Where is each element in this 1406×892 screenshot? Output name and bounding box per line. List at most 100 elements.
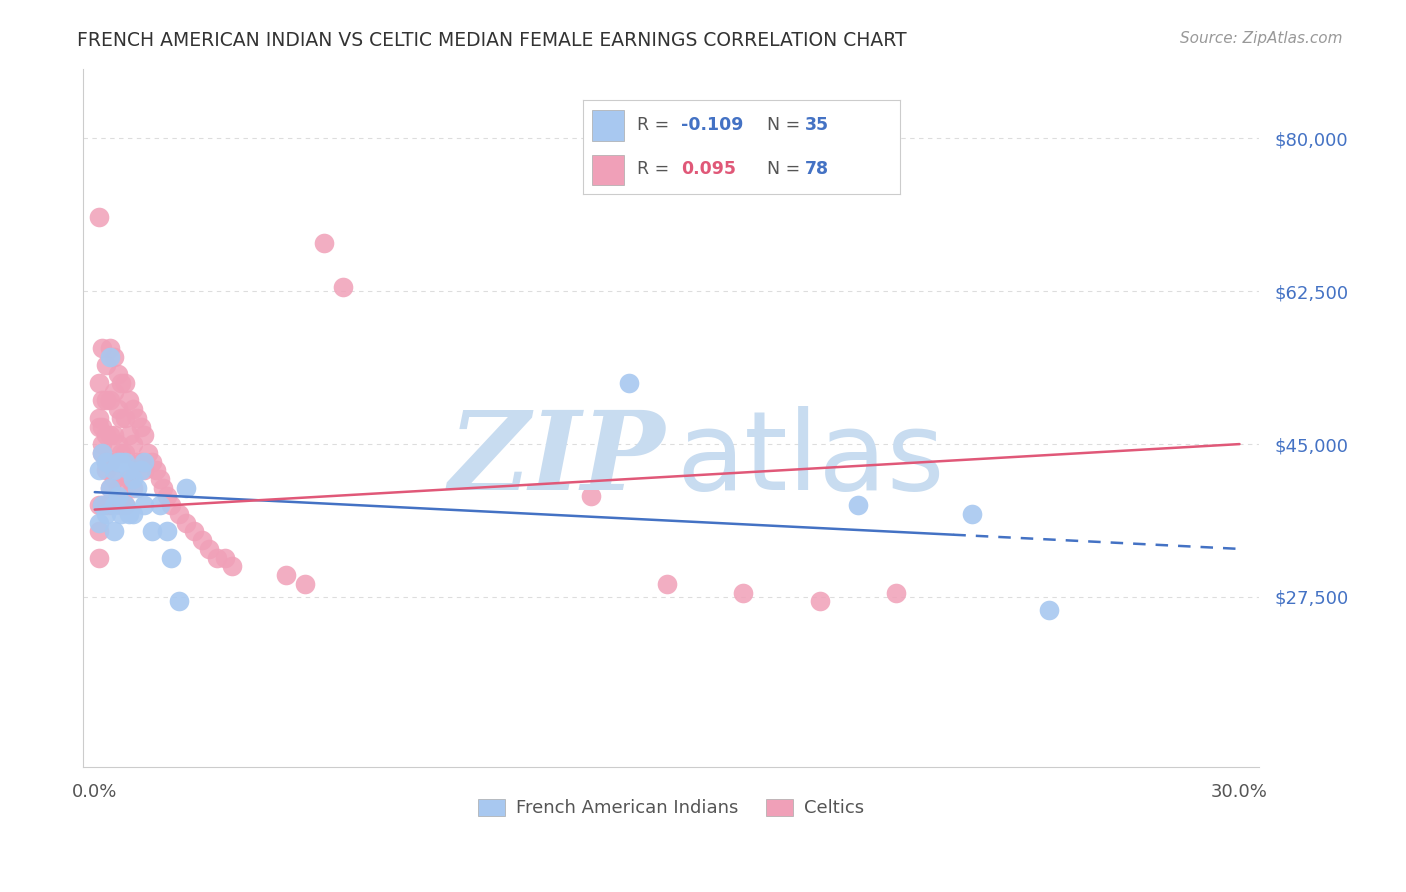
Point [87, 498, 110, 512]
Point [198, 541, 221, 556]
Point [87, 550, 110, 565]
Point [87, 376, 110, 390]
Point [98, 481, 121, 495]
Point [103, 498, 125, 512]
Point [176, 481, 198, 495]
Point [110, 498, 132, 512]
Point [98, 481, 121, 495]
Point [110, 507, 132, 521]
Point [122, 437, 145, 451]
Point [149, 498, 172, 512]
Point [221, 559, 243, 574]
Point [122, 481, 145, 495]
Point [103, 350, 125, 364]
Point [103, 463, 125, 477]
Point [145, 463, 167, 477]
Point [107, 402, 129, 417]
Point [96, 359, 118, 373]
Point [87, 210, 110, 224]
Point [118, 428, 141, 442]
Point [103, 524, 125, 539]
Text: atlas: atlas [676, 407, 945, 513]
Point [96, 463, 118, 477]
Point [98, 350, 121, 364]
Text: FRENCH AMERICAN INDIAN VS CELTIC MEDIAN FEMALE EARNINGS CORRELATION CHART: FRENCH AMERICAN INDIAN VS CELTIC MEDIAN … [77, 31, 907, 50]
Point [107, 454, 129, 468]
Point [294, 577, 316, 591]
Point [122, 472, 145, 486]
Point [125, 454, 148, 468]
Point [91, 446, 114, 460]
Point [107, 437, 129, 451]
Point [846, 498, 869, 512]
Point [114, 498, 136, 512]
Point [129, 419, 152, 434]
Point [160, 498, 183, 512]
Point [91, 498, 114, 512]
Point [114, 498, 136, 512]
Point [125, 410, 148, 425]
Point [98, 454, 121, 468]
Point [96, 393, 118, 408]
Point [87, 410, 110, 425]
Point [91, 341, 114, 355]
Point [167, 594, 190, 608]
Point [91, 446, 114, 460]
Point [167, 507, 190, 521]
Point [149, 472, 172, 486]
Point [103, 428, 125, 442]
Point [114, 446, 136, 460]
Point [110, 410, 132, 425]
Point [332, 280, 354, 294]
Point [96, 498, 118, 512]
Point [114, 410, 136, 425]
Point [98, 428, 121, 442]
Point [118, 507, 141, 521]
Point [152, 481, 174, 495]
Point [274, 568, 297, 582]
Point [118, 393, 141, 408]
Point [160, 550, 183, 565]
Point [134, 428, 156, 442]
Point [125, 481, 148, 495]
Point [87, 516, 110, 530]
Point [1038, 603, 1060, 617]
Point [214, 550, 236, 565]
Point [156, 490, 179, 504]
Point [134, 498, 156, 512]
Point [91, 393, 114, 408]
Point [107, 490, 129, 504]
Point [110, 376, 132, 390]
Legend: French American Indians, Celtics: French American Indians, Celtics [471, 791, 870, 824]
Point [98, 393, 121, 408]
Point [96, 454, 118, 468]
Point [98, 341, 121, 355]
Point [884, 585, 907, 599]
Point [190, 533, 212, 548]
Point [118, 463, 141, 477]
Point [87, 419, 110, 434]
Point [110, 446, 132, 460]
Point [136, 446, 159, 460]
Point [579, 490, 602, 504]
Point [141, 524, 163, 539]
Point [91, 419, 114, 434]
Point [96, 507, 118, 521]
Point [129, 454, 152, 468]
Point [122, 402, 145, 417]
Point [107, 368, 129, 382]
Point [134, 463, 156, 477]
Point [107, 481, 129, 495]
Point [733, 585, 755, 599]
Point [808, 594, 831, 608]
Point [118, 472, 141, 486]
Point [103, 384, 125, 399]
Point [114, 376, 136, 390]
Point [96, 428, 118, 442]
Point [110, 454, 132, 468]
Point [114, 454, 136, 468]
Point [183, 524, 205, 539]
Point [962, 507, 984, 521]
Text: ZIP: ZIP [449, 406, 665, 514]
Point [103, 472, 125, 486]
